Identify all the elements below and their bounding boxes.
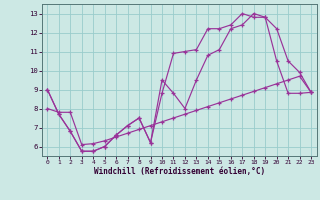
X-axis label: Windchill (Refroidissement éolien,°C): Windchill (Refroidissement éolien,°C): [94, 167, 265, 176]
